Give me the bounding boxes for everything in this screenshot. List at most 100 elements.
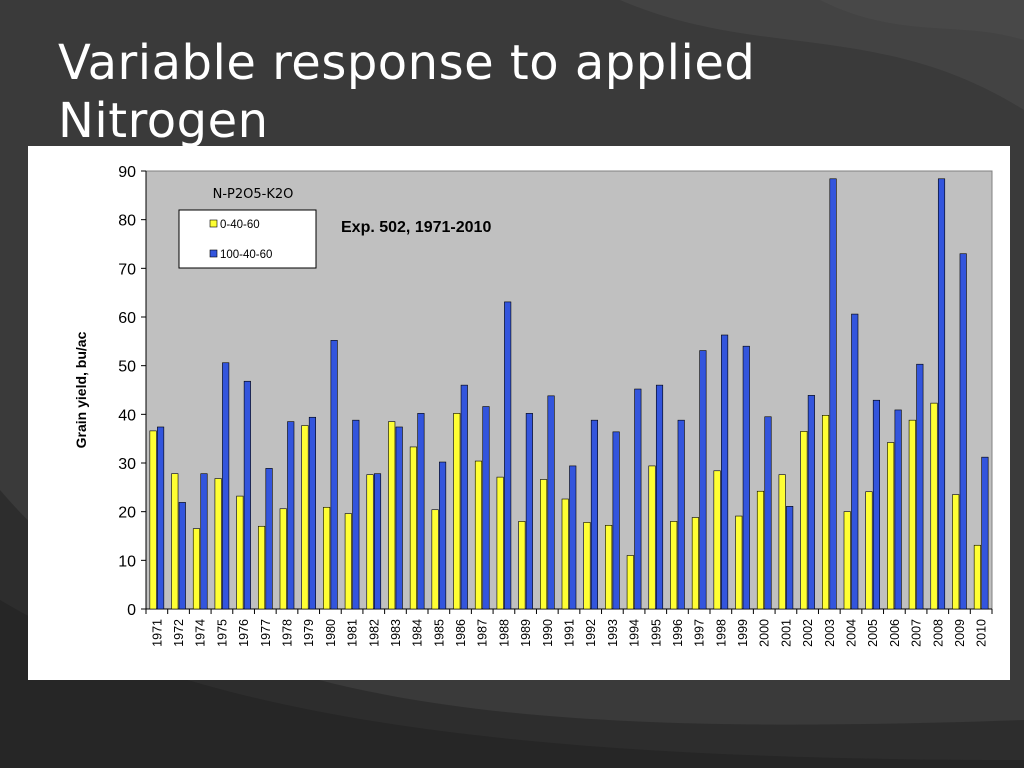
chart-annotation: Exp. 502, 1971-2010	[341, 219, 491, 236]
x-tick-label: 1983	[389, 619, 403, 647]
bar-100-40-60	[439, 461, 447, 610]
bar-0-40-60	[735, 515, 743, 610]
y-tick-label: 80	[118, 213, 136, 230]
bar-0-40-60	[778, 474, 786, 610]
legend-swatch-100-40-60	[209, 249, 218, 258]
bar-0-40-60	[626, 555, 634, 610]
x-tick-label: 1984	[411, 619, 425, 647]
x-tick-label: 1982	[367, 619, 381, 647]
bar-100-40-60	[569, 465, 577, 610]
bar-0-40-60	[279, 508, 287, 610]
bar-0-40-60	[648, 465, 656, 610]
x-tick-label: 2003	[823, 619, 837, 647]
bar-100-40-60	[851, 313, 859, 610]
y-tick-label: 20	[118, 505, 136, 522]
bar-100-40-60	[959, 253, 967, 610]
bar-0-40-60	[344, 513, 352, 610]
x-tick-label: 1974	[194, 619, 208, 647]
bar-0-40-60	[952, 494, 960, 610]
x-tick-label: 1978	[281, 619, 295, 647]
bar-100-40-60	[482, 406, 490, 610]
x-tick-label: 1972	[172, 619, 186, 647]
bar-100-40-60	[981, 456, 989, 610]
bar-100-40-60	[265, 468, 273, 610]
bar-chart: 0 10 20 30 40 50 60 70 80 90 Grain yield, bu/ac 197…	[73, 164, 993, 647]
bar-0-40-60	[431, 509, 439, 610]
bar-0-40-60	[583, 522, 591, 610]
x-tick-label: 1986	[454, 619, 468, 647]
bar-0-40-60	[561, 498, 569, 610]
x-tick-label: 2000	[758, 619, 772, 647]
bar-0-40-60	[756, 490, 765, 610]
bar-100-40-60	[894, 409, 902, 610]
bar-100-40-60	[243, 380, 251, 610]
bar-0-40-60	[409, 446, 417, 610]
bar-0-40-60	[496, 476, 504, 610]
x-tick-label: 1988	[497, 619, 511, 647]
bar-100-40-60	[460, 384, 468, 610]
bar-0-40-60	[323, 506, 331, 610]
bar-0-40-60	[887, 442, 895, 610]
legend-swatch-0-40-60	[209, 219, 218, 228]
x-tick-label: 1997	[693, 619, 707, 647]
bar-100-40-60	[590, 419, 598, 610]
y-axis-title: Grain yield, bu/ac	[73, 331, 89, 448]
bar-0-40-60	[800, 431, 808, 610]
bar-100-40-60	[612, 431, 620, 610]
y-tick-label: 50	[118, 359, 136, 376]
bar-100-40-60	[721, 334, 729, 610]
bar-0-40-60	[540, 479, 548, 610]
bar-0-40-60	[366, 474, 374, 610]
bar-0-40-60	[258, 525, 266, 610]
bar-100-40-60	[178, 502, 186, 610]
bar-0-40-60	[301, 425, 309, 610]
bar-100-40-60	[308, 416, 316, 610]
bar-0-40-60	[236, 495, 244, 610]
x-tick-label: 2007	[910, 619, 924, 647]
bar-0-40-60	[388, 421, 396, 610]
chart-panel: 0 10 20 30 40 50 60 70 80 90 Grain yield, bu/ac 197…	[28, 146, 1010, 680]
bar-100-40-60	[222, 362, 230, 610]
bar-100-40-60	[764, 416, 772, 610]
x-tick-label: 1977	[259, 619, 273, 647]
legend-box	[178, 209, 317, 269]
x-tick-label: 1991	[563, 619, 577, 647]
bar-100-40-60	[287, 421, 295, 610]
x-tick-label: 1999	[736, 619, 750, 647]
y-tick-label: 30	[118, 456, 136, 473]
bar-100-40-60	[330, 340, 338, 610]
bar-100-40-60	[525, 413, 533, 610]
bar-100-40-60	[786, 506, 794, 610]
bar-100-40-60	[634, 388, 642, 610]
bar-100-40-60	[699, 350, 707, 610]
x-tick-label: 1981	[346, 619, 360, 647]
x-tick-label: 2005	[866, 619, 880, 647]
bar-0-40-60	[930, 402, 938, 610]
y-tick-label: 40	[118, 407, 136, 424]
x-tick-label: 1985	[432, 619, 446, 647]
bar-0-40-60	[843, 511, 851, 610]
x-tick-label: 2002	[801, 619, 815, 647]
y-tick-label: 10	[118, 553, 136, 570]
x-tick-label: 1998	[714, 619, 728, 647]
x-tick-label: 1976	[237, 619, 251, 647]
x-tick-label: 1994	[628, 619, 642, 647]
x-tick-label: 2001	[779, 619, 793, 647]
bar-100-40-60	[916, 363, 924, 610]
x-tick-label: 1996	[671, 619, 685, 647]
bar-100-40-60	[677, 419, 685, 610]
bar-100-40-60	[200, 473, 208, 610]
x-tick-label: 1989	[519, 619, 533, 647]
bar-0-40-60	[908, 419, 916, 610]
bar-100-40-60	[417, 413, 425, 610]
bar-100-40-60	[373, 473, 382, 610]
bar-100-40-60	[504, 301, 512, 610]
x-tick-label: 2009	[953, 619, 967, 647]
bar-100-40-60	[157, 426, 165, 610]
x-tick-label: 2004	[845, 619, 859, 647]
bar-100-40-60	[872, 399, 880, 610]
bar-100-40-60	[937, 178, 946, 610]
bar-0-40-60	[453, 413, 461, 610]
legend-label-100-40-60: 100-40-60	[220, 249, 272, 261]
bar-100-40-60	[352, 419, 360, 610]
